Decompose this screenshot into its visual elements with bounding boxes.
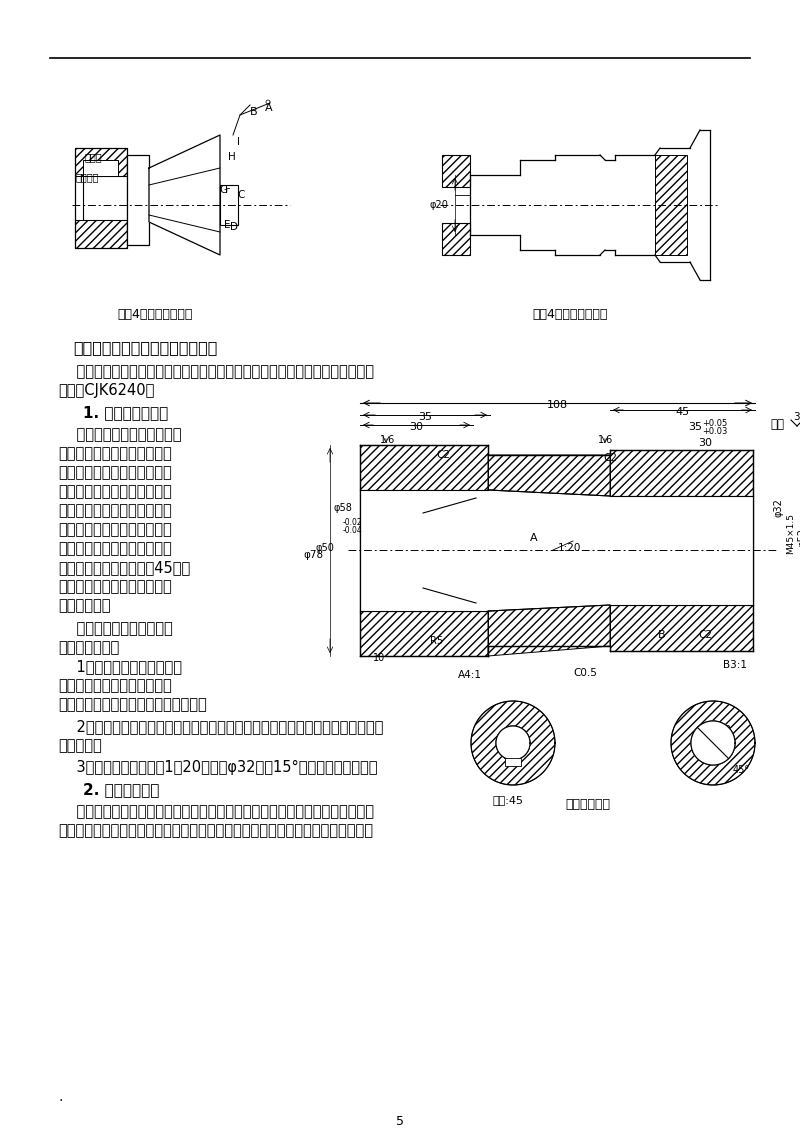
Text: 1.6: 1.6 xyxy=(380,435,395,444)
Text: 不必取其平均值，而取基本尺寸即可。: 不必取其平均值，而取基本尺寸即可。 xyxy=(58,697,206,713)
Text: 2）左、右端面均为多个尺寸的设计基准，相应工序加工前，应该先将左、右端: 2）左、右端面均为多个尺寸的设计基准，相应工序加工前，应该先将左、右端 xyxy=(58,719,383,734)
Text: R1: R1 xyxy=(502,751,515,761)
Text: E: E xyxy=(224,221,230,230)
Text: B3:1: B3:1 xyxy=(723,661,747,670)
Text: 直径尺寸与轴向尺寸有较高的: 直径尺寸与轴向尺寸有较高的 xyxy=(58,484,172,499)
Text: B: B xyxy=(250,107,258,116)
Text: 尺寸精度和表面粗糙度要求。: 尺寸精度和表面粗糙度要求。 xyxy=(58,503,172,518)
Text: 寸，因公差值较小，故编程时: 寸，因公差值较小，故编程时 xyxy=(58,677,172,693)
Text: 1）零件图样上带公差的尺: 1）零件图样上带公差的尺 xyxy=(58,659,182,674)
Text: 其余: 其余 xyxy=(770,418,784,431)
Bar xyxy=(505,758,521,766)
Text: φ58: φ58 xyxy=(333,503,352,513)
Text: 1.6: 1.6 xyxy=(598,435,614,444)
Text: 和硬度要求。: 和硬度要求。 xyxy=(58,598,110,613)
Text: φ52: φ52 xyxy=(798,528,800,547)
Bar xyxy=(360,490,488,611)
Text: 35: 35 xyxy=(418,412,432,422)
Text: A: A xyxy=(530,533,538,543)
Text: 内圆锥面、顺圆弧、逆圆弧及: 内圆锥面、顺圆弧、逆圆弧及 xyxy=(58,446,172,461)
Bar xyxy=(83,159,118,176)
Text: C0.5: C0.5 xyxy=(573,668,597,677)
Text: 零件图尺寸标注完整；符合数: 零件图尺寸标注完整；符合数 xyxy=(58,523,172,537)
Bar xyxy=(655,155,687,254)
Text: 30: 30 xyxy=(698,438,712,448)
Text: φ32: φ32 xyxy=(773,498,783,517)
Text: C2: C2 xyxy=(603,454,617,463)
Bar xyxy=(127,155,149,245)
Text: 述清楚完整；零件材料为45钢，: 述清楚完整；零件材料为45钢， xyxy=(58,560,190,575)
Text: 45°: 45° xyxy=(733,765,750,775)
Polygon shape xyxy=(149,135,220,254)
Text: B: B xyxy=(658,630,666,640)
Text: F: F xyxy=(225,185,231,195)
Bar xyxy=(220,185,238,225)
Text: 下面以图所示轴承套为例，介绍数控车削加工工艺（单件小批量生产），所用: 下面以图所示轴承套为例，介绍数控车削加工工艺（单件小批量生产），所用 xyxy=(58,364,374,379)
Text: R2: R2 xyxy=(718,725,731,735)
Text: 面车出来。: 面车出来。 xyxy=(58,739,102,753)
Text: M45×1.5: M45×1.5 xyxy=(786,513,795,554)
Text: 材料:45: 材料:45 xyxy=(493,795,523,805)
Text: 轴承套零件图: 轴承套零件图 xyxy=(566,798,610,811)
Text: R5: R5 xyxy=(430,636,443,646)
Bar xyxy=(610,497,753,605)
Text: -0.04: -0.04 xyxy=(343,526,362,535)
Text: 10: 10 xyxy=(373,653,386,663)
Text: .: . xyxy=(58,1090,62,1104)
Text: 1. 零件图工艺分析: 1. 零件图工艺分析 xyxy=(83,405,168,420)
Bar xyxy=(75,148,127,176)
Text: 内孔加工时以外圆定位，用三爪自动定心卡盘夹紧。加工外轮廓时，为保证一: 内孔加工时以外圆定位，用三爪自动定心卡盘夹紧。加工外轮廓时，为保证一 xyxy=(58,804,374,819)
Text: 1:20: 1:20 xyxy=(558,543,582,553)
Text: 108: 108 xyxy=(546,400,567,411)
Text: -0.02: -0.02 xyxy=(343,518,362,527)
Text: 外螺纹等表面组成，其中多个: 外螺纹等表面组成，其中多个 xyxy=(58,465,172,480)
Bar xyxy=(75,221,127,248)
Bar xyxy=(442,155,470,187)
Text: 控加工尺寸标注要求；轮廓描: 控加工尺寸标注要求；轮廓描 xyxy=(58,541,172,556)
Bar xyxy=(488,490,610,611)
Text: 3）内孔尺寸较小，镗1：20锥孔、φ32孔及15°斜面时需掉头装夹。: 3）内孔尺寸较小，镗1：20锥孔、φ32孔及15°斜面时需掉头装夹。 xyxy=(58,760,378,775)
Text: C2: C2 xyxy=(698,630,712,640)
Text: +0.05: +0.05 xyxy=(702,418,727,428)
Text: 5: 5 xyxy=(396,1115,404,1128)
Text: 几点工艺措施：: 几点工艺措施： xyxy=(58,640,119,655)
Text: A: A xyxy=(265,103,273,113)
Bar xyxy=(83,176,127,221)
Text: 该零件表面由内外圆柱面、: 该零件表面由内外圆柱面、 xyxy=(58,428,182,442)
Text: C2: C2 xyxy=(436,450,450,460)
Text: 2. 确定装夹方案: 2. 确定装夹方案 xyxy=(83,782,159,797)
Text: A4:1: A4:1 xyxy=(458,670,482,680)
Bar xyxy=(75,148,127,248)
Text: 工序4加工示意图之一: 工序4加工示意图之一 xyxy=(118,308,193,321)
Text: +0.03: +0.03 xyxy=(702,428,727,435)
Text: 机床为CJK6240。: 机床为CJK6240。 xyxy=(58,383,154,398)
Text: 次安装加工出全部外轮廓，需要设一圆锥心轴装置，用三爪卡盘夹持心轴左端，心: 次安装加工出全部外轮廓，需要设一圆锥心轴装置，用三爪卡盘夹持心轴左端，心 xyxy=(58,823,373,838)
Text: 30: 30 xyxy=(409,422,423,432)
Text: G: G xyxy=(219,185,227,195)
Text: 工艺环: 工艺环 xyxy=(85,152,102,162)
Text: 3.2: 3.2 xyxy=(793,412,800,422)
Text: 35: 35 xyxy=(688,422,702,432)
Circle shape xyxy=(691,722,734,765)
Text: D: D xyxy=(230,222,238,232)
Text: 二、轴套类零件数控车削加工工艺: 二、轴套类零件数控车削加工工艺 xyxy=(73,340,218,355)
Bar xyxy=(442,223,470,254)
Text: C: C xyxy=(237,190,244,200)
Text: 通过上述分析，采取以下: 通过上述分析，采取以下 xyxy=(58,621,173,636)
Text: 工序4加工示意图之二: 工序4加工示意图之二 xyxy=(532,308,608,321)
Text: 45: 45 xyxy=(675,407,689,417)
Text: H: H xyxy=(228,152,236,162)
Text: φ20: φ20 xyxy=(429,200,448,210)
Text: 切削加工性能较好，无热处理: 切削加工性能较好，无热处理 xyxy=(58,579,172,594)
Text: φ78: φ78 xyxy=(303,550,323,560)
Circle shape xyxy=(497,726,530,760)
Text: φ50: φ50 xyxy=(316,543,335,553)
Text: 三爪卡盘: 三爪卡盘 xyxy=(76,172,99,182)
Text: I: I xyxy=(237,137,240,147)
